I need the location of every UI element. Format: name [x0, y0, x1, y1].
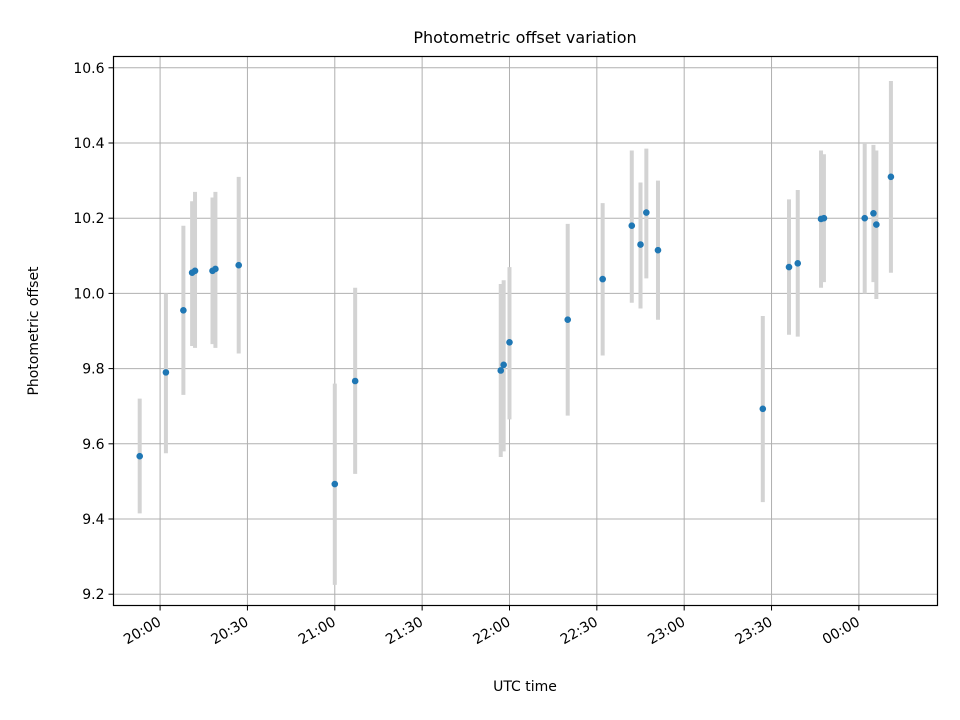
data-point [654, 246, 662, 254]
data-point [785, 263, 793, 271]
data-point [759, 405, 767, 413]
data-point [794, 260, 802, 267]
data-point [820, 214, 828, 222]
data-point [162, 369, 170, 376]
data-points [136, 173, 895, 488]
data-point [887, 173, 895, 181]
data-point [497, 367, 505, 374]
data-point [235, 261, 243, 269]
y-tick-label: 9.8 [82, 362, 104, 378]
grid-lines [113, 56, 938, 606]
y-tick-label: 10.2 [73, 211, 104, 227]
data-point [870, 210, 877, 217]
data-point [873, 221, 880, 228]
y-axis-ticks: 9.2 9.4 9.6 9.8 10.0 10.2 10.4 10.6 [73, 61, 114, 603]
data-point [599, 275, 606, 283]
chart-title: Photometric offset variation [413, 28, 636, 47]
data-point [564, 316, 572, 324]
y-axis-label: Photometric offset [26, 266, 42, 396]
y-tick-label: 9.4 [82, 512, 104, 528]
data-point [136, 452, 144, 460]
data-point [331, 480, 339, 488]
y-tick-label: 10.0 [73, 286, 104, 302]
y-tick-label: 9.6 [82, 437, 104, 453]
x-axis-label: UTC time [493, 679, 557, 695]
data-point [506, 338, 513, 346]
data-point [351, 377, 359, 385]
y-tick-label: 10.4 [73, 136, 104, 152]
data-point [500, 361, 507, 369]
data-point [628, 222, 636, 230]
data-point [861, 214, 869, 222]
data-point [637, 241, 644, 248]
data-point [212, 265, 219, 273]
data-point [643, 209, 650, 216]
y-tick-label: 10.6 [73, 61, 104, 77]
plot-area-frame [112, 55, 939, 607]
y-tick-label: 9.2 [82, 587, 104, 603]
data-point [191, 267, 199, 275]
data-point [180, 307, 187, 314]
